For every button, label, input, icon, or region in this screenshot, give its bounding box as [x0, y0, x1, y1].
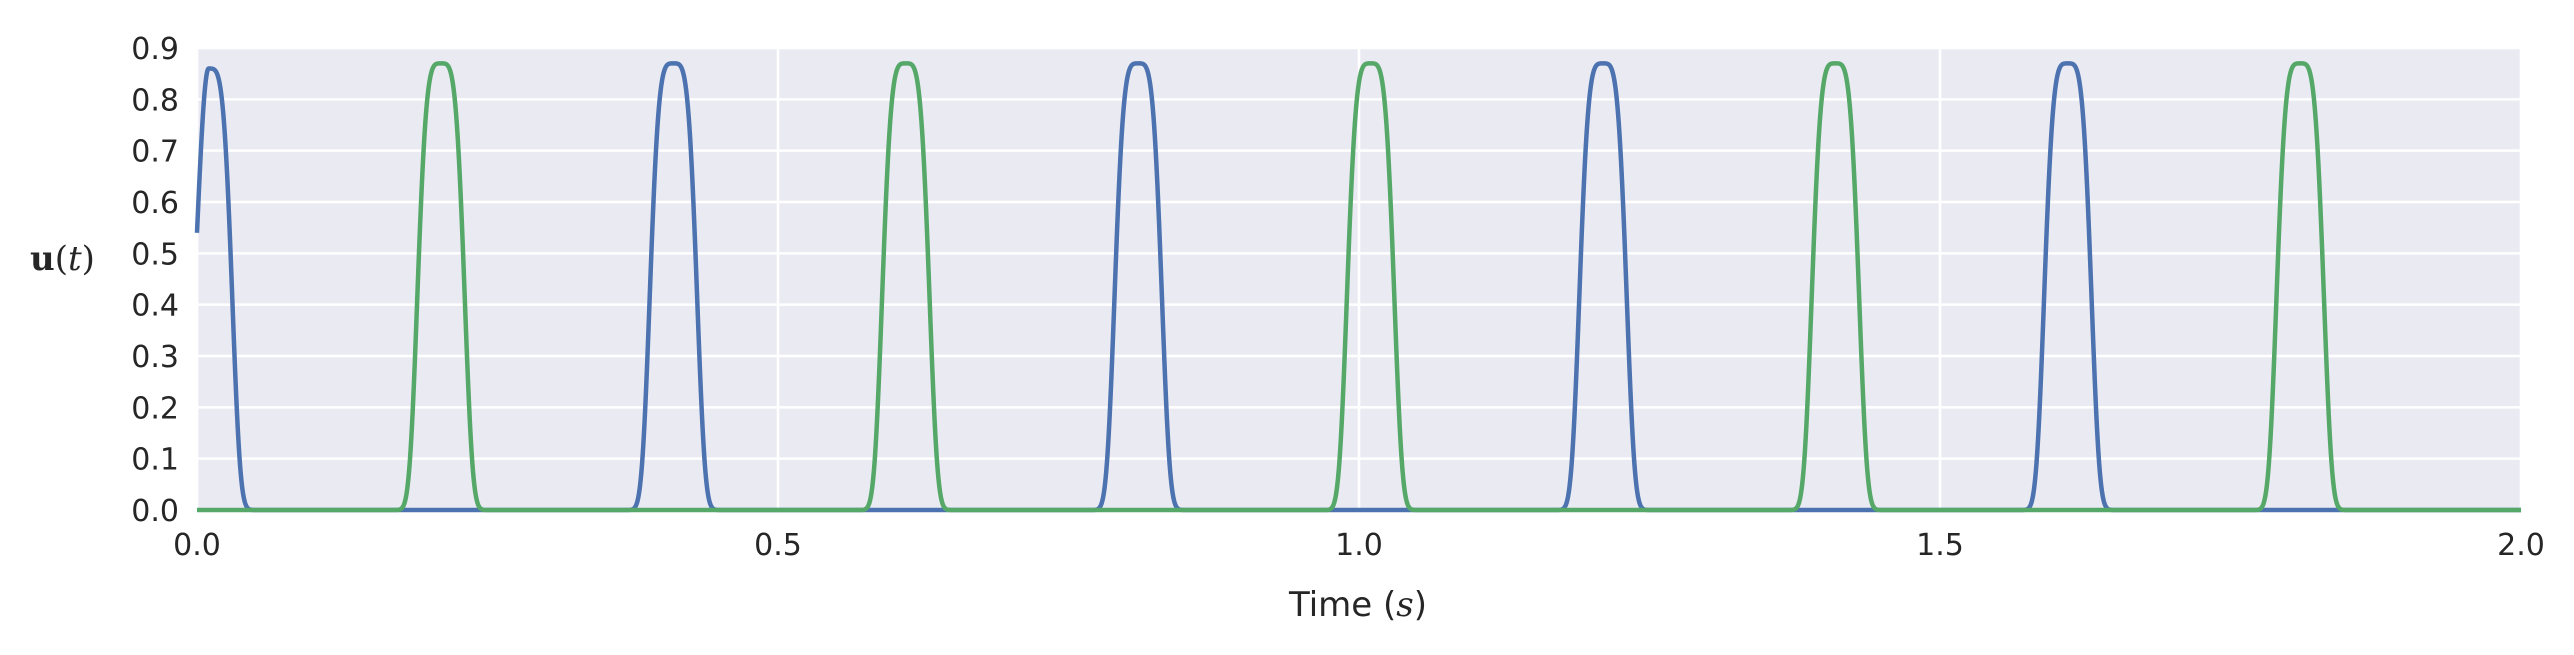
y-tick-label: 0.0	[131, 494, 179, 529]
y-tick-label: 0.8	[131, 83, 179, 118]
y-axis-label: u(t)	[30, 239, 95, 279]
series-layer	[194, 61, 2523, 513]
x-tick-label: 1.5	[1916, 528, 1964, 563]
grid	[195, 46, 2523, 512]
x-tick-label: 1.0	[1335, 528, 1383, 563]
series-line-2	[195, 61, 2523, 513]
x-tick-label: 2.0	[2497, 528, 2545, 563]
x-tick-label: 0.5	[754, 528, 802, 563]
y-tick-label: 0.4	[131, 289, 179, 324]
y-tick-label: 0.1	[131, 443, 179, 478]
y-tick-label: 0.5	[131, 237, 179, 272]
y-tick-label: 0.6	[131, 186, 179, 221]
y-tick-label: 0.3	[131, 340, 179, 375]
x-tick-label: 0.0	[173, 528, 221, 563]
x-tick-labels: 0.0 0.5 1.0 1.5 2.0	[173, 528, 2545, 563]
y-tick-label: 0.7	[131, 135, 179, 170]
y-tick-label: 0.2	[131, 391, 179, 426]
y-tick-labels: 0.0 0.1 0.2 0.3 0.4 0.5 0.6 0.7 0.8 0.9	[131, 32, 179, 529]
y-tick-label: 0.9	[131, 32, 179, 67]
x-axis-label: Time (s)	[1288, 585, 1427, 625]
